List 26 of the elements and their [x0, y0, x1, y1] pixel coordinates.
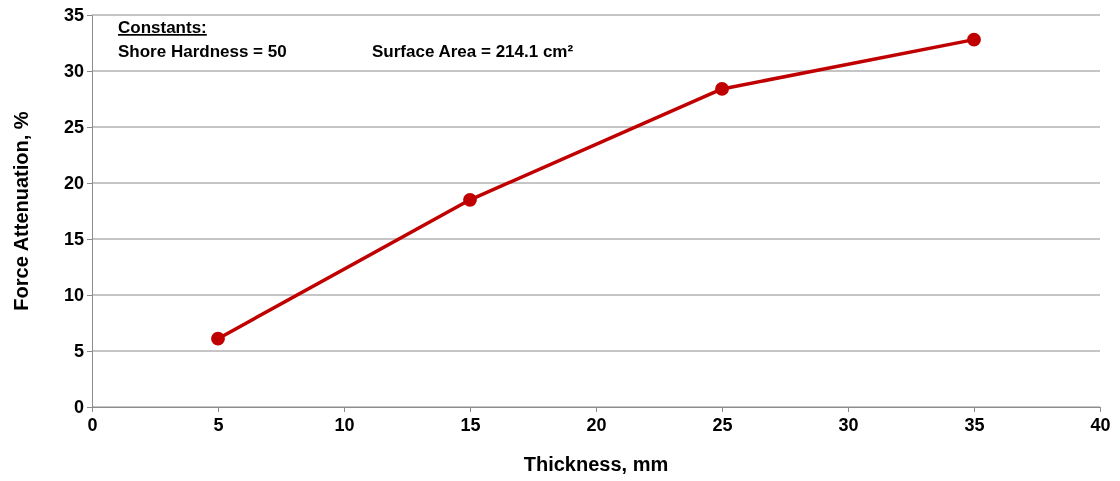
- y-tick-label: 25: [63, 117, 84, 138]
- annotation: Constants:: [118, 18, 207, 37]
- y-tick-label: 35: [63, 5, 84, 26]
- y-axis-title: Force Attenuation, %: [10, 111, 32, 311]
- x-tick-label: 40: [1090, 415, 1111, 436]
- y-tick-label: 15: [63, 229, 84, 250]
- annotation: Shore Hardness = 50: [118, 42, 287, 61]
- y-tick-label: 10: [63, 285, 84, 306]
- x-tick-label: 25: [712, 415, 733, 436]
- y-tick-label: 0: [73, 397, 84, 418]
- point: [463, 192, 477, 207]
- x-tick-label: 35: [964, 415, 985, 436]
- point: [715, 82, 729, 96]
- x-tick-label: 10: [334, 415, 355, 436]
- point: [211, 331, 225, 346]
- annotation: Surface Area = 214.1 cm²: [372, 42, 574, 61]
- point: [967, 32, 981, 47]
- x-axis-title: Thickness, mm: [523, 453, 669, 475]
- y-tick-label: 5: [73, 341, 84, 362]
- x-tick-label: 0: [87, 415, 98, 436]
- x-tick-label: 5: [213, 415, 224, 436]
- x-tick-label: 20: [586, 415, 607, 436]
- x-tick-label: 30: [838, 415, 859, 436]
- y-tick-label: 20: [63, 173, 84, 194]
- y-tick-label: 30: [63, 61, 84, 82]
- x-tick-label: 15: [460, 415, 481, 436]
